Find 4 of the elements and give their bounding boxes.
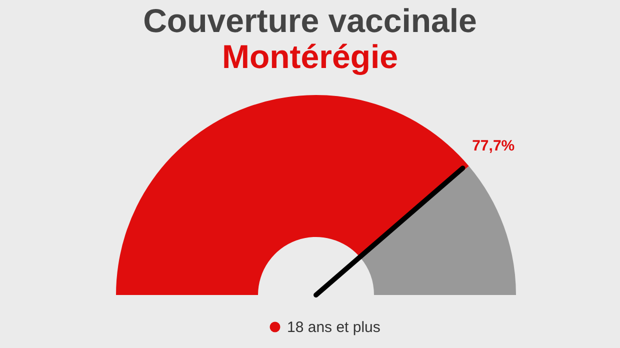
chart-subtitle: Montérégie	[222, 38, 398, 75]
data-label: 77,7%	[472, 137, 515, 154]
chart-title: Couverture vaccinale	[143, 2, 477, 39]
legend-label: 18 ans et plus	[287, 319, 380, 336]
